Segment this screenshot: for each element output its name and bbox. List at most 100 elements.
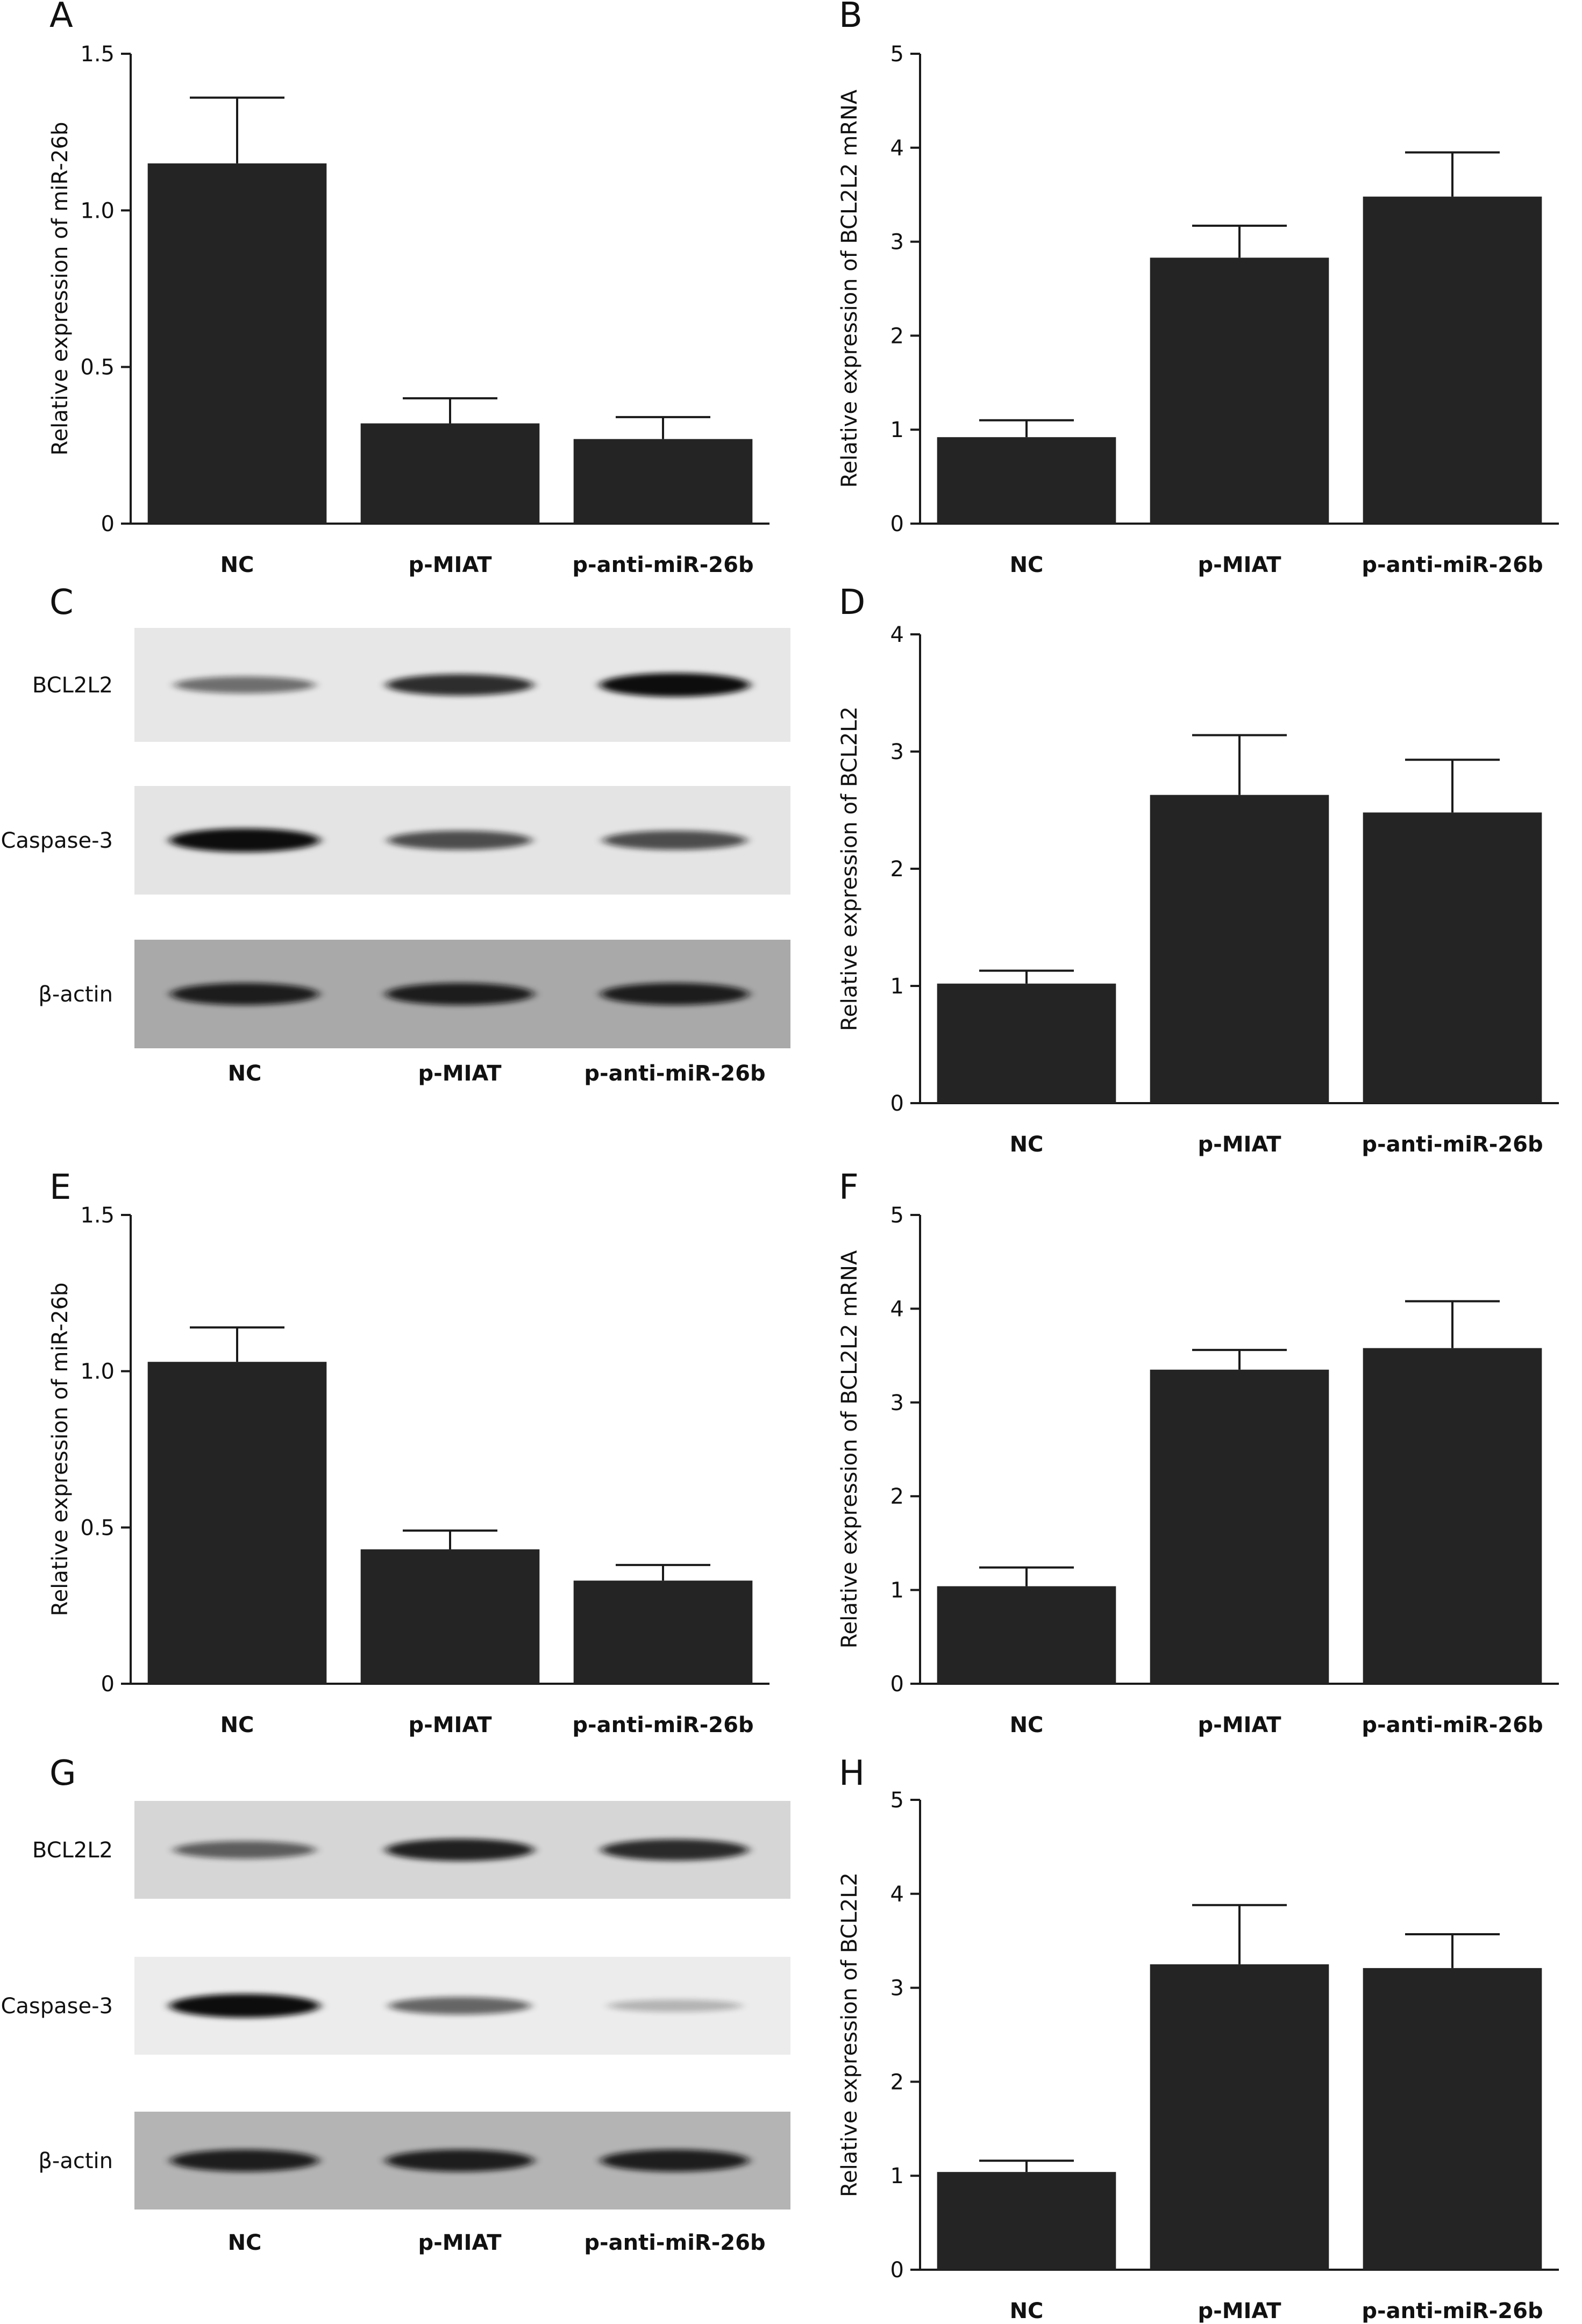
blot-row-label: BCL2L2 bbox=[32, 673, 113, 698]
bar bbox=[1150, 795, 1329, 1103]
chart-h: 0 1 2 3 4 5 Relative expression of BCL2L2 NC p-M… bbox=[837, 1788, 1559, 2323]
blot-band bbox=[386, 2149, 534, 2172]
panel-letter-h: H bbox=[839, 1754, 865, 1793]
chart-d: 0 1 2 3 4 Relative expression of BCL2L2 NC p-MI… bbox=[837, 623, 1559, 1157]
bar bbox=[1150, 1369, 1329, 1684]
blot-row-label: Caspase-3 bbox=[1, 1994, 113, 2019]
x-tick-label: p-MIAT bbox=[408, 1713, 492, 1737]
y-tick-label: 0 bbox=[101, 1672, 115, 1697]
y-tick-label: 4 bbox=[890, 136, 904, 161]
panel-letter-a: A bbox=[49, 0, 73, 35]
y-tick-label: 4 bbox=[890, 1882, 904, 1907]
bar bbox=[937, 1586, 1116, 1684]
bar bbox=[937, 983, 1116, 1103]
y-tick-label: 3 bbox=[890, 230, 904, 255]
y-axis-title: Relative expression of BCL2L2 bbox=[837, 1872, 862, 2197]
blot-row-label: β-actin bbox=[38, 2149, 113, 2173]
x-tick-label: p-anti-miR-26b bbox=[1362, 2299, 1543, 2323]
y-tick-label: 0 bbox=[890, 2258, 904, 2283]
bar bbox=[937, 2172, 1116, 2270]
blot-band bbox=[388, 831, 532, 850]
blot-band bbox=[601, 1839, 749, 1861]
blot-band bbox=[170, 2149, 319, 2172]
y-tick-label: 0 bbox=[890, 512, 904, 537]
y-tick-label: 1 bbox=[890, 1578, 904, 1603]
y-axis-title: Relative expression of miR-26b bbox=[48, 122, 73, 456]
bar bbox=[147, 1362, 327, 1684]
x-tick-label: NC bbox=[220, 553, 254, 577]
blot-band bbox=[603, 831, 747, 850]
blot-lane-label: p-MIAT bbox=[418, 1061, 502, 1086]
y-tick-label: 0 bbox=[890, 1091, 904, 1116]
blot-lane-label: p-MIAT bbox=[418, 2230, 502, 2255]
y-tick-label: 2 bbox=[890, 1484, 904, 1509]
y-tick-label: 5 bbox=[890, 1203, 904, 1228]
chart-e: 0 0.5 1.0 1.5 Relative expression of miR-26b… bbox=[48, 1203, 769, 1737]
blot-band bbox=[608, 1999, 742, 2012]
blot-band bbox=[600, 673, 750, 697]
blot-lane-label: NC bbox=[228, 2230, 262, 2255]
chart-f: 0 1 2 3 4 5 Relative expression of BCL2L2 mRNA… bbox=[837, 1203, 1559, 1737]
blot-band bbox=[169, 828, 320, 852]
panel-letter-g: G bbox=[49, 1754, 76, 1793]
x-tick-label: p-MIAT bbox=[1198, 553, 1281, 577]
y-tick-label: 0 bbox=[890, 1672, 904, 1697]
blot-lane-label: NC bbox=[228, 1061, 262, 1086]
y-tick-label: 0.5 bbox=[80, 355, 115, 380]
bar bbox=[1150, 258, 1329, 524]
x-tick-label: p-anti-miR-26b bbox=[1362, 553, 1543, 577]
y-tick-label: 5 bbox=[890, 42, 904, 67]
x-tick-label: NC bbox=[1010, 1132, 1044, 1157]
y-axis-title: Relative expression of miR-26b bbox=[48, 1283, 73, 1617]
panel-letter-d: D bbox=[839, 583, 865, 623]
bar bbox=[1150, 1964, 1329, 2270]
blot-band bbox=[386, 674, 533, 696]
y-tick-label: 4 bbox=[890, 623, 904, 647]
x-tick-label: p-anti-miR-26b bbox=[572, 553, 753, 577]
blot-band bbox=[174, 1841, 316, 1859]
y-tick-label: 1.0 bbox=[80, 198, 115, 223]
blot-lane-label: p-anti-miR-26b bbox=[584, 2230, 765, 2255]
x-tick-label: p-MIAT bbox=[1198, 1713, 1281, 1737]
x-tick-label: p-anti-miR-26b bbox=[1362, 1132, 1543, 1157]
y-tick-label: 1.0 bbox=[80, 1360, 115, 1384]
x-tick-label: p-anti-miR-26b bbox=[572, 1713, 753, 1737]
bar bbox=[1363, 196, 1542, 524]
blot-band bbox=[389, 1997, 531, 2015]
bar bbox=[360, 423, 540, 524]
x-tick-label: p-MIAT bbox=[1198, 2299, 1281, 2323]
bar bbox=[573, 439, 753, 524]
blot-band bbox=[169, 1994, 320, 2018]
blot-row-label: Caspase-3 bbox=[1, 828, 113, 853]
bar bbox=[147, 163, 327, 524]
panel-letter-c: C bbox=[49, 583, 74, 623]
y-tick-label: 2 bbox=[890, 324, 904, 348]
x-tick-label: NC bbox=[1010, 553, 1044, 577]
y-tick-label: 1.5 bbox=[80, 42, 115, 67]
y-tick-label: 3 bbox=[890, 1976, 904, 2001]
x-tick-label: NC bbox=[220, 1713, 254, 1737]
panel-letter-f: F bbox=[839, 1168, 859, 1207]
y-tick-label: 4 bbox=[890, 1297, 904, 1321]
y-tick-label: 2 bbox=[890, 2070, 904, 2094]
y-tick-label: 1.5 bbox=[80, 1203, 115, 1228]
y-tick-label: 0.5 bbox=[80, 1515, 115, 1540]
y-axis-title: Relative expression of BCL2L2 mRNA bbox=[837, 1250, 862, 1648]
western-blot-c: BCL2L2 Caspase-3 β-actin NC p-MIAT p-anti-miR… bbox=[1, 628, 790, 1086]
blot-band bbox=[170, 983, 319, 1005]
y-axis-title: Relative expression of BCL2L2 mRNA bbox=[837, 89, 862, 488]
y-tick-label: 3 bbox=[890, 1391, 904, 1415]
bar bbox=[1363, 1968, 1542, 2270]
bar bbox=[1363, 1348, 1542, 1684]
blot-band bbox=[601, 983, 749, 1005]
chart-a: 0 0.5 1.0 1.5 Relative expression of miR-26b… bbox=[48, 42, 769, 577]
y-tick-label: 3 bbox=[890, 740, 904, 764]
panel-letter-b: B bbox=[839, 0, 863, 35]
y-tick-label: 5 bbox=[890, 1788, 904, 1813]
blot-band bbox=[386, 1839, 534, 1861]
y-tick-label: 1 bbox=[890, 974, 904, 999]
x-tick-label: p-MIAT bbox=[1198, 1132, 1281, 1157]
bar bbox=[1363, 812, 1542, 1103]
y-tick-label: 2 bbox=[890, 857, 904, 882]
